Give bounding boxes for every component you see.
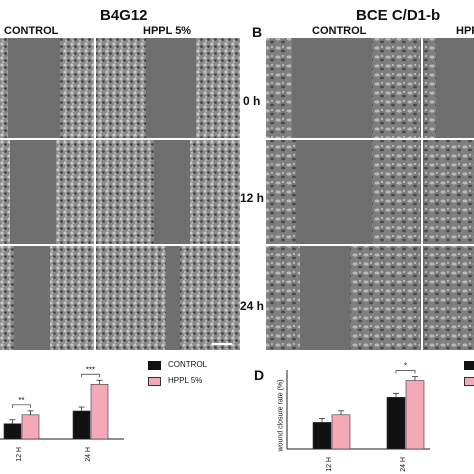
bar-12h-hppl-5-: [331, 414, 351, 450]
row-label-0h: 0 h: [243, 94, 261, 108]
right-col-label-control: CONTROL: [312, 25, 367, 37]
bar-24h-hppl-5-: [90, 383, 109, 440]
bar-24h-hppl-5-: [405, 380, 425, 450]
significance-label: *: [404, 362, 407, 371]
chart-d-ylabel: wound closure rate (%): [277, 379, 285, 452]
bar-24h-control: [72, 410, 91, 440]
tick-label-12h: 12 H: [326, 457, 333, 472]
legend-control-label: CONTROL: [168, 360, 208, 369]
legend-control-swatch: [148, 361, 161, 370]
panel-a-title: B4G12: [100, 7, 148, 24]
left-col-label-hppl: HPPL 5%: [143, 25, 192, 37]
panel-d-letter: D: [254, 367, 265, 383]
bar-24h-control: [386, 397, 406, 450]
significance-bracket: [395, 370, 416, 374]
tick-label-24h: 24 H: [400, 457, 407, 472]
tick-label-24h: 24 H: [85, 447, 92, 462]
chart-d: 12 H 24 H *: [286, 362, 430, 472]
significance-label: ***: [86, 365, 95, 374]
legend-d-control-swatch: [464, 361, 474, 370]
panel-b-letter: B: [252, 24, 263, 40]
panel-b-micrographs: [266, 38, 474, 350]
row-label-24h: 24 h: [240, 299, 265, 313]
panel-a-micrographs: [0, 38, 240, 350]
panel-b-title: BCE C/D1-b: [356, 7, 441, 24]
significance-label: **: [18, 396, 24, 405]
legend-hppl-swatch: [148, 377, 161, 386]
significance-bracket: [81, 373, 100, 378]
chart-c: 12 H ** 24 H ***: [0, 365, 124, 462]
significance-bracket: [12, 404, 31, 408]
legend-hppl-label: HPPL 5%: [168, 376, 203, 385]
left-col-label-control: CONTROL: [4, 25, 59, 37]
legend-d-hppl-swatch: [464, 377, 474, 386]
bar-12h-hppl-5-: [21, 414, 40, 440]
bar-12h-control: [312, 422, 332, 450]
right-col-label-hppl: HPP: [456, 25, 474, 37]
bar-12h-control: [3, 423, 22, 440]
row-label-12h: 12 h: [240, 191, 265, 205]
tick-label-12h: 12 H: [16, 447, 23, 462]
